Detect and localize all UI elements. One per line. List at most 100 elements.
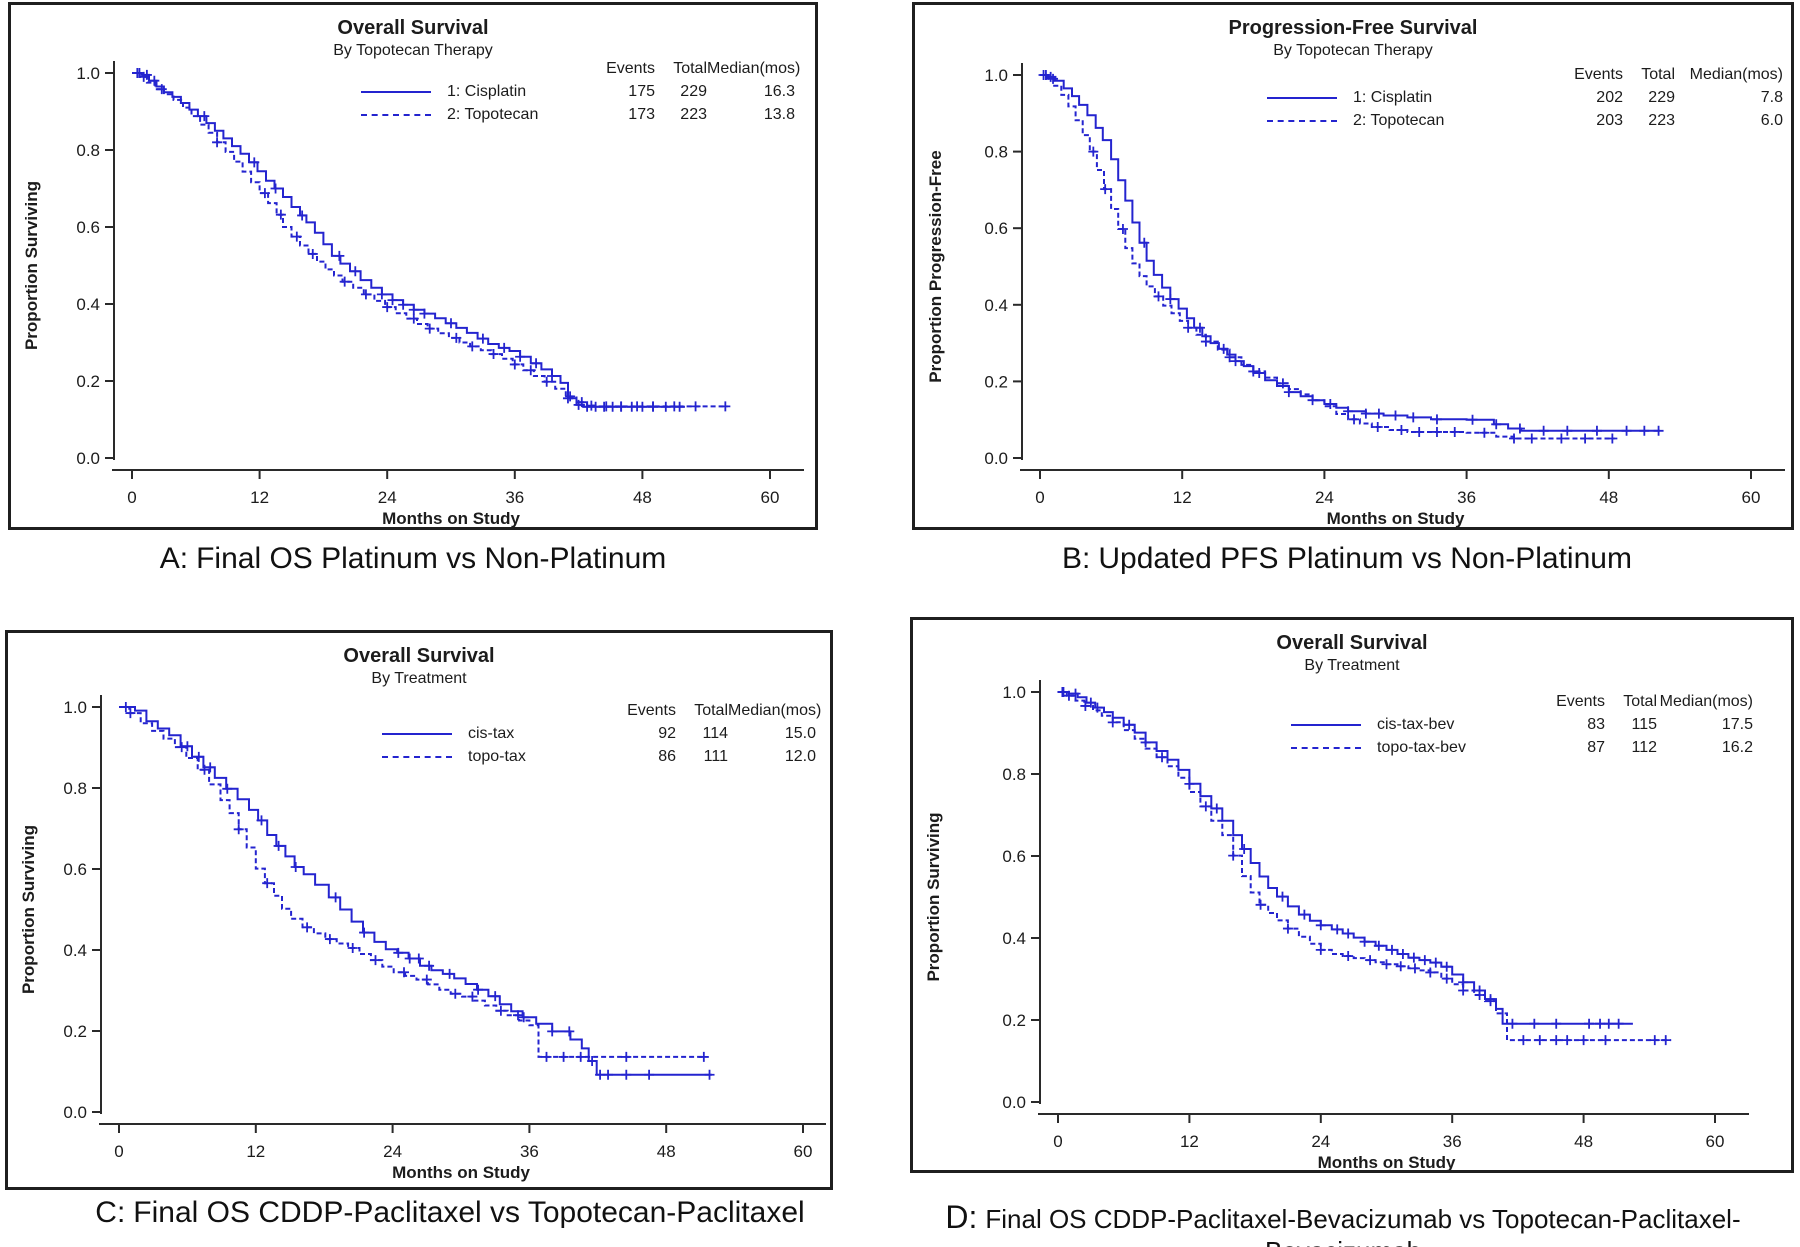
series-total: 115 <box>1631 716 1657 733</box>
panel-a-legend: Events Total Median(mos) 1: Cisplatin 17… <box>361 57 800 126</box>
series-events: 175 <box>628 83 655 100</box>
series-events: 83 <box>1587 716 1605 733</box>
series-median: 17.5 <box>1721 716 1753 733</box>
series-median: 6.0 <box>1760 112 1783 129</box>
svg-text:24: 24 <box>378 488 397 507</box>
svg-text:0.8: 0.8 <box>1002 765 1026 784</box>
svg-text:0: 0 <box>127 488 136 507</box>
series-events: 86 <box>658 748 676 765</box>
series-total: 111 <box>703 748 728 765</box>
panel-b-title: Progression-Free Survival <box>1228 17 1478 39</box>
svg-text:0.8: 0.8 <box>984 143 1008 162</box>
series-name: cis-tax <box>468 725 515 742</box>
panel-c-subtitle: By Treatment <box>371 670 467 687</box>
svg-text:36: 36 <box>520 1142 539 1161</box>
series-median: 16.2 <box>1721 739 1753 756</box>
panel-d-title: Overall Survival <box>1276 632 1428 654</box>
svg-text:Proportion Surviving: Proportion Surviving <box>19 825 38 994</box>
caption-c-prefix: C: <box>95 1196 126 1229</box>
legend-line-dashed <box>1291 746 1377 749</box>
svg-text:24: 24 <box>1311 1132 1330 1151</box>
svg-text:0: 0 <box>114 1142 123 1161</box>
series-total: 223 <box>1648 112 1675 129</box>
panel-b: 0.0 0.2 0.4 0.6 0.8 1.0 0 12 24 36 48 60 Months on S… <box>912 2 1794 530</box>
svg-text:0.6: 0.6 <box>984 219 1008 238</box>
svg-text:60: 60 <box>1706 1132 1725 1151</box>
caption-a-text: Final OS Platinum vs Non-Platinum <box>196 542 667 575</box>
series-total: 223 <box>680 106 707 123</box>
svg-text:0.6: 0.6 <box>63 860 87 879</box>
svg-text:0.2: 0.2 <box>63 1022 87 1041</box>
svg-text:0.8: 0.8 <box>76 141 100 160</box>
series-total: 114 <box>702 725 728 742</box>
svg-text:Months on Study: Months on Study <box>382 509 520 527</box>
panel-a-subtitle: By Topotecan Therapy <box>333 42 493 59</box>
panel-a: 0.0 0.2 0.4 0.6 0.8 1.0 0 12 24 36 48 60 Months on S… <box>8 2 818 530</box>
svg-text:12: 12 <box>1173 488 1192 507</box>
series-events: 173 <box>628 106 655 123</box>
svg-text:Months on Study: Months on Study <box>392 1163 530 1182</box>
series-median: 15.0 <box>784 725 816 742</box>
legend-header-events: Events <box>627 702 676 719</box>
svg-text:36: 36 <box>1457 488 1476 507</box>
svg-text:0.4: 0.4 <box>984 296 1008 315</box>
series-events: 87 <box>1587 739 1605 756</box>
caption-b-prefix: B: <box>1062 542 1091 575</box>
svg-text:0.0: 0.0 <box>63 1103 87 1122</box>
legend-header-events: Events <box>1574 66 1623 83</box>
svg-text:0.2: 0.2 <box>1002 1011 1026 1030</box>
panel-a-title: Overall Survival <box>337 17 489 39</box>
caption-d-prefix: D: <box>945 1199 978 1235</box>
svg-text:60: 60 <box>1742 488 1761 507</box>
series-name: 1: Cisplatin <box>1353 89 1433 106</box>
svg-text:12: 12 <box>246 1142 265 1161</box>
caption-a-prefix: A: <box>159 542 189 575</box>
caption-b-text: Updated PFS Platinum vs Non-Platinum <box>1098 542 1632 575</box>
panel-d: 0.0 0.2 0.4 0.6 0.8 1.0 0 12 24 36 48 60 Months on S… <box>910 617 1794 1173</box>
svg-text:0.6: 0.6 <box>1002 847 1026 866</box>
legend-row: topo-tax-bev 87 112 16.2 <box>1291 736 1753 759</box>
series-total: 112 <box>1631 739 1657 756</box>
series-name: 2: Topotecan <box>447 106 539 123</box>
legend-row: 2: Topotecan 173 223 13.8 <box>361 103 795 126</box>
svg-text:0: 0 <box>1053 1132 1062 1151</box>
svg-text:0.4: 0.4 <box>63 941 87 960</box>
legend-header-row: Events Total Median(mos) <box>1291 690 1753 713</box>
svg-text:48: 48 <box>1574 1132 1593 1151</box>
series-median: 7.8 <box>1760 89 1783 106</box>
caption-a: A: Final OS Platinum vs Non-Platinum <box>8 542 818 576</box>
series-median: 12.0 <box>784 748 816 765</box>
legend-header-events: Events <box>1556 693 1605 710</box>
svg-text:Proportion Surviving: Proportion Surviving <box>924 812 943 981</box>
panel-c-title: Overall Survival <box>343 645 495 667</box>
svg-text:1.0: 1.0 <box>984 66 1008 85</box>
svg-text:0.2: 0.2 <box>984 372 1008 391</box>
km-chart-a: 0.0 0.2 0.4 0.6 0.8 1.0 0 12 24 36 48 60 Months on S… <box>22 61 804 527</box>
legend-header-total: Total <box>1641 66 1675 83</box>
panel-d-subtitle: By Treatment <box>1304 657 1400 674</box>
series-name: cis-tax-bev <box>1377 716 1455 733</box>
legend-line-dashed <box>382 755 468 758</box>
legend-row: 2: Topotecan 203 223 6.0 <box>1267 109 1783 132</box>
series-events: 202 <box>1596 89 1623 106</box>
caption-c: C: Final OS CDDP-Paclitaxel vs Topotecan-… <box>0 1196 900 1230</box>
legend-header-row: Events Total Median(mos) <box>1267 63 1783 86</box>
series-name: topo-tax-bev <box>1377 739 1466 756</box>
svg-text:36: 36 <box>505 488 524 507</box>
series-median: 16.3 <box>763 83 795 100</box>
svg-text:Proportion Surviving: Proportion Surviving <box>22 181 41 350</box>
svg-text:48: 48 <box>657 1142 676 1161</box>
svg-text:60: 60 <box>794 1142 813 1161</box>
svg-text:1.0: 1.0 <box>63 698 87 717</box>
svg-text:12: 12 <box>250 488 269 507</box>
legend-line-solid <box>382 732 468 735</box>
legend-header-median: Median(mos) <box>1689 66 1783 83</box>
svg-text:0: 0 <box>1035 488 1044 507</box>
km-chart-d: 0.0 0.2 0.4 0.6 0.8 1.0 0 12 24 36 48 60 Months on S… <box>924 680 1749 1170</box>
svg-text:1.0: 1.0 <box>76 64 100 83</box>
legend-line-solid <box>1267 96 1353 99</box>
legend-header-row: Events Total Median(mos) <box>361 57 800 80</box>
svg-text:Months on Study: Months on Study <box>1327 509 1465 527</box>
legend-header-total: Total <box>673 60 707 77</box>
caption-d-text: Final OS CDDP-Paclitaxel-Bevacizumab vs … <box>985 1204 1741 1247</box>
